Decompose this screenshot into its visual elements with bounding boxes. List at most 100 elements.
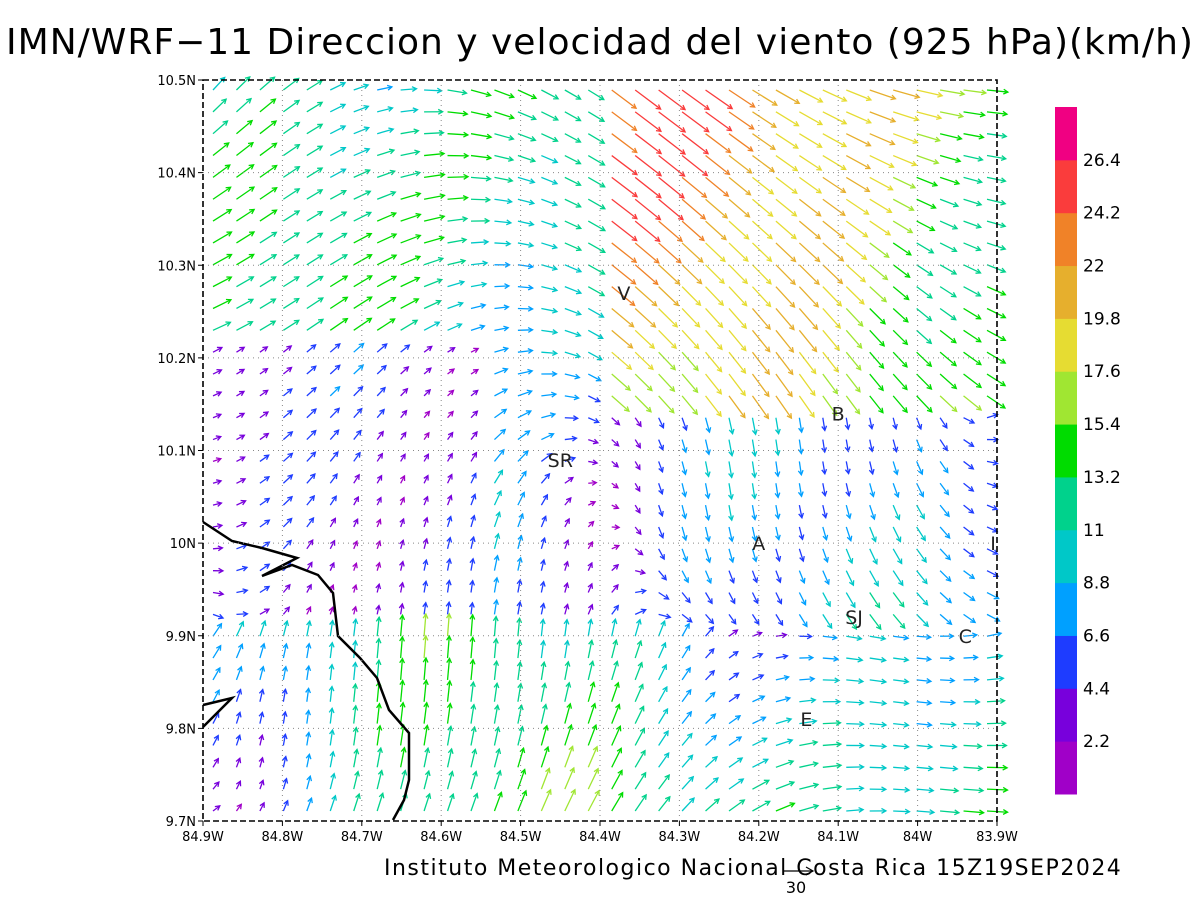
wind-arrow bbox=[681, 688, 692, 703]
wind-arrow bbox=[470, 133, 493, 140]
wind-arrow bbox=[845, 154, 872, 170]
wind-arrow bbox=[728, 395, 746, 419]
wind-arrow bbox=[424, 108, 444, 115]
wind-arrow bbox=[681, 286, 702, 307]
wind-arrow bbox=[212, 391, 223, 397]
wind-arrow bbox=[540, 767, 551, 790]
wind-arrow bbox=[516, 556, 523, 571]
wind-arrow bbox=[799, 697, 817, 704]
wind-arrow bbox=[470, 792, 479, 812]
wind-arrow bbox=[797, 439, 804, 455]
wind-arrow bbox=[541, 220, 559, 228]
wind-arrow bbox=[329, 429, 340, 441]
wind-arrow bbox=[752, 89, 778, 106]
wind-arrow bbox=[916, 111, 943, 121]
wind-arrow bbox=[611, 395, 630, 413]
wind-arrow bbox=[329, 317, 349, 331]
wind-arrow bbox=[634, 242, 660, 264]
wind-arrow bbox=[658, 395, 675, 414]
wind-arrow bbox=[375, 604, 382, 615]
wind-arrow bbox=[775, 802, 796, 812]
wind-arrow bbox=[634, 771, 647, 790]
wind-arrow bbox=[752, 695, 766, 703]
wind-arrow bbox=[283, 319, 300, 331]
wind-arrow bbox=[939, 417, 948, 429]
wind-arrow bbox=[353, 275, 373, 288]
wind-arrow bbox=[541, 329, 559, 335]
wind-arrow bbox=[658, 264, 681, 286]
wind-arrow bbox=[329, 254, 349, 266]
wind-arrow bbox=[493, 747, 502, 768]
wind-arrow bbox=[564, 702, 573, 724]
wind-arrow bbox=[423, 410, 431, 419]
wind-arrow bbox=[540, 452, 553, 462]
wind-arrow bbox=[306, 343, 317, 353]
wind-arrow bbox=[305, 753, 312, 768]
wind-arrow bbox=[422, 634, 429, 659]
wind-arrow bbox=[822, 133, 848, 148]
wind-arrow bbox=[423, 746, 431, 768]
wind-arrow bbox=[869, 133, 896, 146]
wind-arrow bbox=[916, 89, 944, 98]
wind-arrow bbox=[869, 504, 876, 521]
wind-arrow bbox=[258, 733, 265, 746]
wind-arrow bbox=[422, 579, 429, 593]
wind-arrow bbox=[281, 710, 288, 724]
wind-arrow bbox=[658, 548, 665, 561]
wind-arrow bbox=[845, 329, 863, 349]
wind-arrow bbox=[517, 284, 535, 291]
wind-arrow bbox=[517, 389, 533, 397]
lat-tick-label: 10.4N bbox=[157, 167, 196, 182]
wind-arrow bbox=[963, 111, 986, 118]
wind-arrow bbox=[400, 769, 408, 790]
wind-arrow bbox=[705, 264, 725, 285]
wind-arrow bbox=[400, 191, 422, 200]
wind-arrow bbox=[447, 280, 466, 288]
wind-arrow bbox=[658, 155, 686, 177]
wind-arrow bbox=[963, 89, 988, 96]
wind-arrow bbox=[658, 461, 664, 474]
wind-arrow bbox=[634, 439, 642, 449]
wind-arrow bbox=[611, 747, 623, 768]
wind-arrow bbox=[494, 133, 515, 141]
wind-arrow bbox=[681, 111, 710, 133]
wind-arrow bbox=[236, 321, 254, 331]
lat-tick-label: 10.1N bbox=[157, 445, 196, 460]
colorbar-segment bbox=[1055, 582, 1077, 636]
wind-arrow bbox=[705, 286, 725, 307]
wind-arrow bbox=[212, 567, 225, 574]
wind-arrow bbox=[329, 211, 348, 222]
wind-arrow bbox=[658, 663, 667, 681]
wind-arrow bbox=[963, 373, 983, 389]
place-label: E bbox=[800, 709, 812, 731]
wind-arrow bbox=[916, 264, 934, 277]
wind-arrow bbox=[399, 701, 406, 724]
wind-arrow bbox=[822, 592, 831, 608]
wind-arrow bbox=[775, 89, 801, 105]
wind-arrow bbox=[587, 702, 597, 724]
wind-arrow bbox=[728, 461, 734, 479]
wind-arrow bbox=[611, 660, 619, 681]
wind-arrow bbox=[564, 660, 571, 681]
wind-arrow bbox=[328, 663, 335, 680]
wind-arrow bbox=[751, 461, 758, 479]
wind-arrow bbox=[986, 675, 1005, 682]
wind-arrow bbox=[212, 142, 230, 157]
wind-arrow bbox=[212, 369, 223, 375]
wind-arrow bbox=[587, 723, 598, 746]
wind-arrow bbox=[541, 286, 559, 293]
wind-arrow bbox=[704, 439, 711, 456]
wind-arrow bbox=[916, 809, 936, 815]
wind-arrow bbox=[447, 237, 468, 244]
wind-arrow bbox=[306, 275, 324, 288]
wind-arrow bbox=[775, 632, 788, 639]
wind-arrow bbox=[658, 613, 672, 620]
place-label: B bbox=[832, 403, 845, 425]
wind-arrow bbox=[353, 385, 364, 397]
wind-arrow bbox=[588, 417, 600, 424]
wind-arrow bbox=[822, 351, 839, 373]
wind-arrow bbox=[611, 503, 620, 510]
wind-arrow bbox=[564, 415, 580, 422]
wind-arrow bbox=[681, 264, 703, 285]
wind-arrow bbox=[587, 242, 607, 254]
